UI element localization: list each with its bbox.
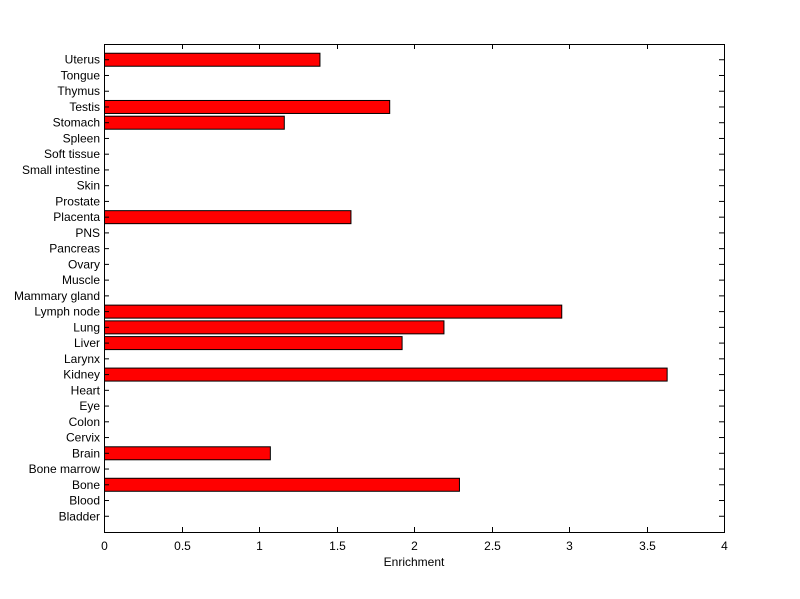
y-tick-label-eye: Eye [79, 399, 100, 413]
y-tick-label-brain: Brain [72, 446, 100, 460]
y-tick-label-mammary-gland: Mammary gland [14, 289, 100, 303]
bar-stomach [104, 115, 285, 130]
x-tick-label: 1.5 [329, 539, 346, 553]
x-tick-label: 3.5 [639, 539, 656, 553]
x-tick-label: 2.5 [484, 539, 501, 553]
y-tick-label-small-intestine: Small intestine [22, 163, 100, 177]
bar-placenta [104, 210, 352, 225]
y-tick-label-stomach: Stomach [53, 116, 100, 130]
y-tick-label-lung: Lung [73, 320, 100, 334]
x-axis-label: Enrichment [384, 555, 445, 569]
x-tick-label: 1 [256, 539, 263, 553]
y-tick-label-kidney: Kidney [63, 368, 100, 382]
y-tick-label-soft-tissue: Soft tissue [44, 147, 100, 161]
bar-kidney [104, 367, 668, 382]
x-tick-label: 2 [411, 539, 418, 553]
bar-brain [104, 446, 271, 461]
y-tick-label-pns: PNS [75, 226, 100, 240]
y-tick-label-placenta: Placenta [53, 210, 100, 224]
bar-lung [104, 320, 445, 335]
y-tick-label-lymph-node: Lymph node [34, 305, 100, 319]
y-tick-label-liver: Liver [74, 336, 100, 350]
y-tick-label-ovary: Ovary [68, 257, 100, 271]
y-tick-label-skin: Skin [77, 179, 100, 193]
y-tick-label-testis: Testis [69, 100, 100, 114]
x-tick-label: 4 [721, 539, 728, 553]
y-tick-label-blood: Blood [69, 494, 100, 508]
y-tick-label-tongue: Tongue [61, 68, 101, 82]
bar-bone [104, 477, 460, 492]
bar-liver [104, 336, 403, 351]
y-tick-label-pancreas: Pancreas [49, 242, 100, 256]
y-tick-label-bone: Bone [72, 478, 100, 492]
y-tick-label-muscle: Muscle [62, 273, 100, 287]
y-tick-label-larynx: Larynx [64, 352, 100, 366]
y-tick-label-spleen: Spleen [63, 131, 100, 145]
bar-testis [104, 99, 391, 114]
y-tick-label-cervix: Cervix [66, 431, 100, 445]
x-tick-label: 0 [101, 539, 108, 553]
y-tick-label-prostate: Prostate [55, 194, 100, 208]
bar-uterus [104, 52, 321, 67]
x-tick-label: 3 [566, 539, 573, 553]
y-tick-label-bladder: Bladder [59, 509, 100, 523]
y-tick-label-uterus: Uterus [65, 53, 100, 67]
y-tick-label-colon: Colon [69, 415, 100, 429]
x-tick-label: 0.5 [174, 539, 191, 553]
y-tick-label-bone-marrow: Bone marrow [29, 462, 101, 476]
y-tick-label-heart: Heart [71, 383, 101, 397]
y-tick-label-thymus: Thymus [57, 84, 100, 98]
bars-layer [104, 52, 668, 492]
bar-lymph-node [104, 304, 563, 319]
plot-frame [104, 44, 725, 533]
